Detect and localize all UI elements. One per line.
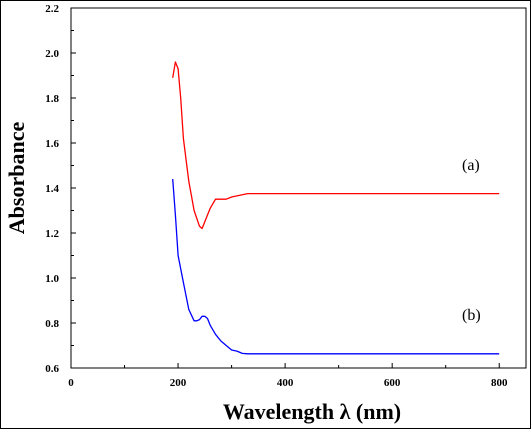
y-tick-label: 1.6 (45, 138, 59, 150)
y-tick-label: 0.6 (45, 363, 59, 375)
y-tick-label: 1.8 (45, 93, 59, 105)
y-axis: 0.6 0.8 1.0 1.2 1.4 1.6 1.8 2.0 2.2 (45, 3, 76, 375)
y-tick-label: 1.0 (45, 273, 59, 285)
series-label-a: (a) (462, 157, 480, 174)
plot-area (70, 7, 527, 369)
series-label-b: (b) (462, 307, 481, 324)
x-tick-label: 400 (277, 377, 294, 389)
y-tick-label: 0.8 (45, 318, 59, 330)
y-tick-label: 1.4 (45, 183, 59, 195)
series-layer (172, 61, 500, 355)
x-tick-label: 800 (491, 377, 508, 389)
x-axis: 0 200 400 600 800 (68, 363, 508, 389)
series-line-b (172, 178, 500, 355)
y-tick-label: 2.0 (45, 48, 59, 60)
y-axis-title: Absorbance (4, 122, 29, 235)
y-tick-label: 2.2 (45, 3, 59, 15)
series-line-a (172, 61, 500, 230)
x-tick-label: 200 (170, 377, 187, 389)
x-tick-label: 600 (384, 377, 401, 389)
y-tick-label: 1.2 (45, 228, 59, 240)
x-tick-label: 0 (68, 377, 74, 389)
x-axis-title: Wavelength λ (nm) (223, 399, 401, 424)
